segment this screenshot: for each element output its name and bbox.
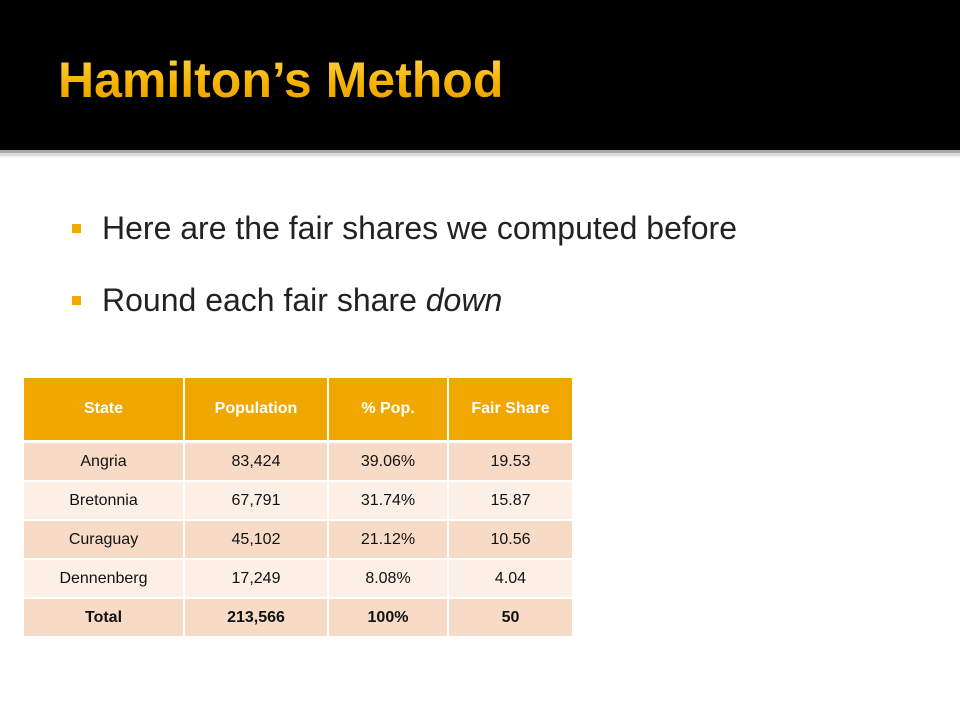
cell-state: Bretonnia — [24, 481, 185, 521]
bullet-text-plain: Here are the fair shares we computed bef… — [102, 210, 737, 246]
bullet-text-emphasis: down — [425, 282, 503, 318]
cell-percent-pop: 21.12% — [328, 520, 449, 560]
cell-total-fair-share: 50 — [448, 598, 572, 638]
table-total-row: Total 213,566 100% 50 — [24, 598, 572, 638]
title-divider-shadow — [0, 153, 960, 156]
header-population: Population — [184, 378, 329, 443]
table-row: Bretonnia 67,791 31.74% 15.87 — [24, 481, 572, 521]
cell-population: 67,791 — [184, 481, 329, 521]
bullet-text-plain: Round each fair share — [102, 282, 426, 318]
cell-state: Angria — [24, 441, 185, 482]
table-row: Angria 83,424 39.06% 19.53 — [24, 441, 572, 482]
cell-population: 17,249 — [184, 559, 329, 599]
slide-title: Hamilton’s Method — [58, 52, 504, 108]
table-header-row: State Population % Pop. Fair Share — [24, 378, 572, 443]
cell-fair-share: 15.87 — [448, 481, 572, 521]
bullet-text: Round each fair share down — [102, 272, 502, 328]
table-row: Dennenberg 17,249 8.08% 4.04 — [24, 559, 572, 599]
cell-total-label: Total — [24, 598, 185, 638]
table-row: Curaguay 45,102 21.12% 10.56 — [24, 520, 572, 560]
bullet-text: Here are the fair shares we computed bef… — [102, 200, 737, 256]
cell-state: Dennenberg — [24, 559, 185, 599]
cell-state: Curaguay — [24, 520, 185, 560]
cell-total-population: 213,566 — [184, 598, 329, 638]
fair-share-table: State Population % Pop. Fair Share Angri… — [24, 378, 572, 638]
header-percent-pop: % Pop. — [328, 378, 449, 443]
cell-fair-share: 10.56 — [448, 520, 572, 560]
title-bar: Hamilton’s Method — [0, 0, 960, 150]
cell-percent-pop: 8.08% — [328, 559, 449, 599]
cell-fair-share: 4.04 — [448, 559, 572, 599]
square-bullet-icon — [72, 224, 81, 233]
cell-population: 83,424 — [184, 441, 329, 482]
cell-fair-share: 19.53 — [448, 441, 572, 482]
header-fair-share: Fair Share — [448, 378, 572, 443]
title-divider — [0, 150, 960, 153]
header-state: State — [24, 378, 185, 443]
cell-population: 45,102 — [184, 520, 329, 560]
cell-percent-pop: 31.74% — [328, 481, 449, 521]
cell-total-percent: 100% — [328, 598, 449, 638]
title-divider-highlight — [0, 156, 960, 157]
cell-percent-pop: 39.06% — [328, 441, 449, 482]
square-bullet-icon — [72, 296, 81, 305]
